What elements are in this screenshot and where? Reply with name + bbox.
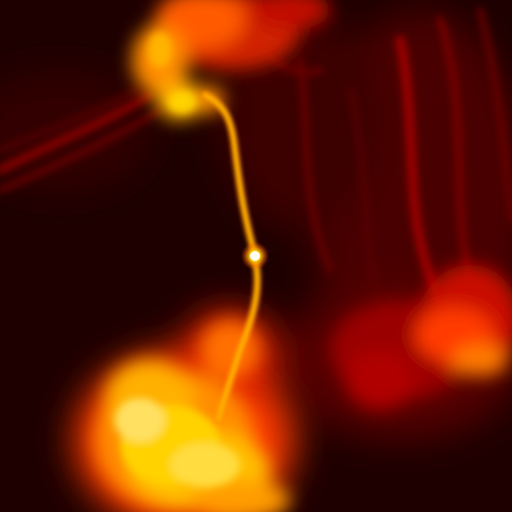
jets	[201, 91, 261, 424]
top-lobe-hotspot	[148, 32, 196, 113]
bottom-lobe-bright	[115, 398, 240, 487]
left-filaments	[0, 85, 163, 193]
right-filaments	[247, 7, 512, 313]
right-lobe	[330, 265, 512, 410]
galaxy-core	[250, 251, 260, 261]
